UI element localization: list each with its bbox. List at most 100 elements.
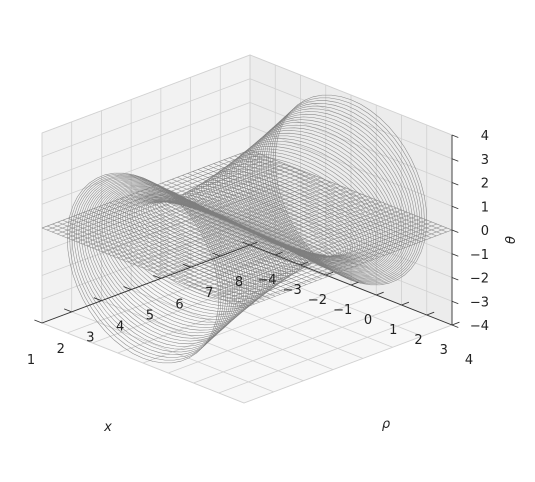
z-tick-label: −2: [470, 272, 489, 287]
z-tick: [451, 324, 459, 328]
ribbon-wire: [101, 187, 254, 323]
ribbon-wire: [265, 105, 418, 282]
grid-line: [249, 173, 453, 255]
ribbon-wire: [219, 158, 372, 263]
ribbon-wire: [120, 194, 273, 302]
ribbon-wire: [90, 182, 243, 336]
grid-line: [41, 220, 251, 300]
y-tick: [451, 321, 460, 326]
z-tick: [451, 158, 459, 162]
ribbon-wire: [207, 170, 360, 260]
x-tick: [182, 263, 191, 268]
ribbon-wire: [203, 175, 356, 259]
ribbon-wire: [244, 130, 397, 273]
z-tick: [451, 182, 459, 186]
y-tick: [350, 281, 359, 286]
x-tick: [153, 275, 162, 279]
ribbon-wire: [103, 188, 256, 320]
ribbon-wire: [221, 156, 374, 264]
ribbon-wire: [94, 184, 247, 331]
ribbon-wire: [261, 111, 414, 280]
ribbon-wire: [228, 148, 381, 267]
y-tick: [275, 251, 283, 256]
grid-line: [249, 54, 453, 136]
ribbon-wire: [217, 161, 370, 263]
x-tick: [34, 319, 43, 324]
ribbon-wire: [224, 153, 377, 265]
z-tick: [451, 277, 459, 281]
ribbon-wire: [242, 132, 395, 272]
wire-surfaces: [41, 94, 453, 364]
ribbon-wire: [235, 140, 388, 269]
ribbon-wire: [272, 97, 425, 285]
ribbon-wire: [117, 193, 270, 305]
ribbon-wire: [231, 146, 384, 267]
y-tick-label: 1: [389, 323, 397, 338]
grid-line: [41, 102, 251, 181]
y-tick-label: 4: [465, 353, 473, 368]
z-tick-label: 2: [481, 177, 489, 192]
y-tick-label: −1: [333, 303, 352, 318]
plane-wire: [46, 151, 256, 231]
grid-line: [142, 284, 352, 364]
ribbon-wire: [71, 174, 224, 358]
x-tick-label: 4: [116, 320, 124, 335]
z-tick: [451, 300, 459, 305]
ribbon-wire: [258, 113, 411, 279]
x-tick: [93, 297, 102, 302]
ribbon-wire: [115, 192, 268, 307]
x-tick-label: 3: [86, 331, 94, 346]
ribbon-wire: [87, 181, 240, 339]
z-tick: [451, 134, 459, 138]
grid-line: [41, 78, 251, 158]
x-axis-line: [41, 244, 251, 324]
y-axis-label: ρ: [382, 417, 391, 432]
x-tick-label: 1: [27, 353, 35, 368]
grid-line: [41, 125, 251, 205]
ribbon-wire: [73, 175, 226, 355]
z-tick-label: 0: [481, 224, 489, 239]
ribbon-wire: [233, 143, 386, 268]
x-tick: [212, 252, 221, 257]
grid-line: [193, 304, 402, 384]
grid-line: [41, 54, 251, 134]
ribbon-wire: [251, 122, 404, 276]
grid-line: [41, 197, 251, 276]
y-tick-label: 2: [414, 333, 422, 348]
y-tick-label: 3: [440, 343, 448, 358]
z-tick-label: −4: [470, 319, 489, 334]
z-tick: [451, 229, 459, 233]
x-tick-label: 5: [146, 308, 154, 323]
x-axis-label: x: [103, 420, 112, 435]
ribbon-wire: [254, 119, 407, 277]
ribbon-wire: [113, 191, 266, 310]
ribbon-wire: [238, 138, 391, 270]
ribbon-wire: [210, 168, 363, 260]
x-tick-label: 8: [235, 275, 243, 290]
ribbon-wire: [275, 94, 428, 286]
ribbon-wire: [83, 179, 236, 345]
ribbon-wire: [78, 177, 231, 350]
ribbon-wire: [214, 163, 367, 262]
x-tick: [242, 241, 251, 246]
grid-line: [243, 324, 453, 404]
plane-wire: [238, 227, 448, 307]
y-tick-label: 0: [364, 313, 372, 328]
y-tick: [401, 301, 410, 306]
ribbon-wire: [85, 180, 238, 342]
ribbon-wire: [205, 173, 358, 259]
grid-line: [92, 264, 301, 344]
x-tick-label: 6: [175, 297, 183, 312]
grid-line: [249, 102, 453, 183]
ribbon-wire: [108, 190, 261, 315]
y-tick: [325, 271, 334, 276]
ticks: 1 2 3 4 5 6 7 8 −4 −3 −2 −1 0 1 2 3 4 −4 −3 −2 −1 0 1 2 3 4: [27, 129, 489, 368]
ribbon-wire: [247, 127, 400, 274]
y-tick-label: −3: [283, 283, 302, 298]
ribbon-wire: [97, 185, 250, 328]
y-tick: [426, 311, 435, 316]
ribbon-wire: [263, 108, 416, 281]
ribbon-wire: [194, 184, 347, 257]
